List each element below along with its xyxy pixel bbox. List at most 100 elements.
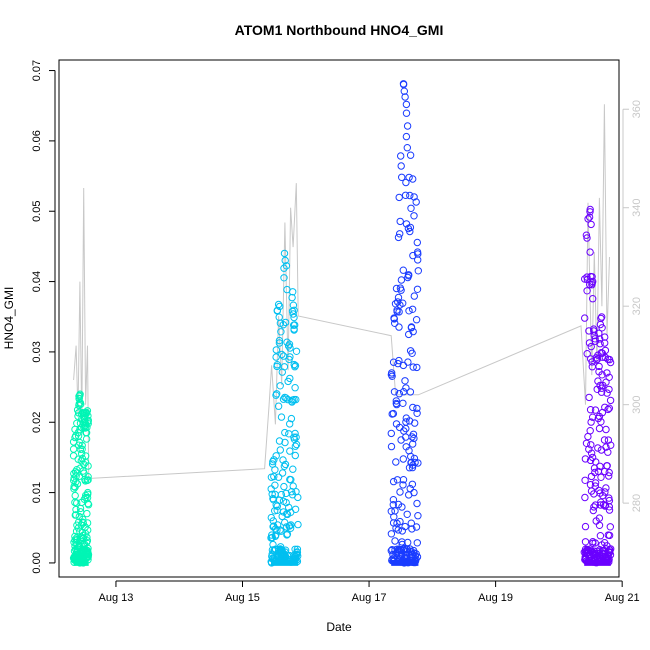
data-point: [69, 445, 78, 453]
data-point: [595, 424, 604, 433]
data-point: [409, 251, 417, 260]
data-point: [408, 305, 417, 313]
data-point: [286, 353, 294, 361]
data-point: [399, 80, 408, 89]
data-point: [75, 394, 83, 403]
chart-title: ATOM1 Northbound HNO4_GMI: [235, 22, 444, 38]
data-point: [290, 326, 298, 334]
data-point: [587, 418, 595, 426]
data-point: [410, 292, 418, 300]
data-point: [280, 363, 289, 371]
altitude-line: [73, 104, 610, 480]
data-point: [277, 328, 285, 336]
data-point: [291, 361, 300, 370]
data-point: [588, 549, 596, 557]
data-point: [389, 501, 397, 509]
x-tick-label: Aug 21: [605, 592, 640, 604]
y-tick-label: 0.04: [31, 271, 43, 292]
data-point: [408, 480, 417, 488]
data-point: [594, 467, 602, 476]
data-point: [291, 442, 300, 450]
data-point: [286, 524, 295, 532]
data-point: [76, 390, 84, 398]
data-point: [267, 473, 276, 481]
data-point: [410, 212, 418, 220]
data-point: [589, 295, 597, 303]
data-point: [596, 462, 604, 470]
data-point: [397, 436, 405, 444]
data-point: [598, 313, 606, 321]
data-point: [73, 499, 81, 507]
data-point: [604, 436, 613, 444]
y-tick-label: 0.02: [31, 412, 43, 433]
data-point: [408, 550, 417, 558]
data-point: [408, 463, 417, 472]
data-point: [273, 306, 282, 315]
data-point: [581, 538, 590, 546]
data-point: [394, 500, 403, 509]
y2-tick-label: 360: [631, 100, 643, 118]
data-point: [405, 307, 413, 315]
data-point: [599, 491, 607, 500]
data-point: [407, 323, 416, 331]
data-point: [81, 475, 89, 484]
data-point: [394, 293, 403, 302]
x-tick-label: Aug 15: [225, 592, 260, 604]
data-point: [394, 526, 402, 534]
data-point: [581, 275, 589, 283]
data-point: [76, 504, 85, 513]
data-point: [402, 100, 411, 109]
data-point: [591, 335, 599, 343]
data-point: [395, 390, 403, 398]
data-point: [392, 284, 401, 293]
data-point: [391, 319, 399, 327]
data-point: [277, 413, 286, 421]
data-point: [294, 520, 302, 529]
data-point: [595, 514, 604, 522]
data-point: [79, 518, 87, 526]
data-point: [592, 551, 600, 559]
data-point: [285, 430, 293, 438]
data-point: [583, 287, 591, 295]
data-point: [413, 409, 421, 417]
data-point: [398, 538, 406, 546]
data-point: [395, 356, 403, 365]
data-point: [392, 397, 400, 405]
series-4: [580, 205, 615, 567]
data-point: [78, 445, 86, 453]
data-point: [408, 525, 416, 533]
data-point: [606, 396, 615, 405]
data-point: [406, 484, 414, 493]
y-tick-label: 0.07: [31, 60, 43, 81]
data-point: [290, 551, 298, 560]
y2-tick-label: 280: [631, 494, 643, 512]
data-point: [268, 531, 276, 539]
data-point: [399, 299, 407, 307]
data-point: [271, 466, 279, 474]
data-point: [399, 455, 407, 463]
data-point: [276, 545, 284, 553]
data-point: [595, 329, 603, 337]
data-point: [270, 456, 278, 464]
data-point: [70, 485, 78, 493]
data-point: [601, 502, 609, 510]
data-point: [600, 436, 609, 444]
data-point: [406, 151, 415, 159]
data-point: [602, 425, 610, 434]
data-point: [596, 532, 605, 540]
data-point: [596, 335, 604, 343]
data-point: [270, 522, 278, 530]
data-point: [84, 420, 92, 428]
data-point: [80, 469, 88, 477]
data-point: [276, 302, 284, 311]
data-point: [392, 420, 401, 428]
data-point: [597, 388, 606, 396]
series-2: [267, 249, 302, 567]
data-point: [397, 276, 406, 284]
data-point: [406, 388, 415, 396]
data-point: [408, 433, 416, 441]
data-point: [409, 363, 417, 371]
data-point: [84, 499, 92, 508]
data-point: [387, 507, 395, 515]
data-point: [411, 419, 419, 427]
